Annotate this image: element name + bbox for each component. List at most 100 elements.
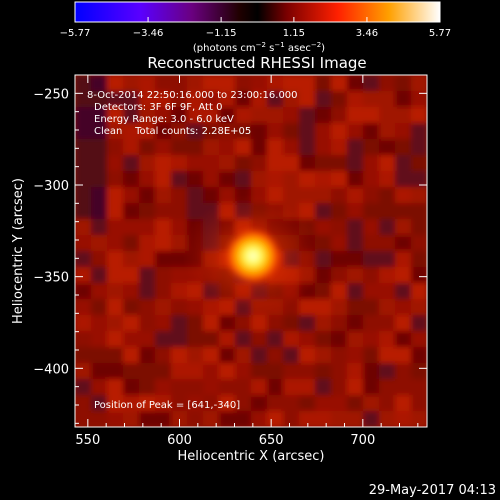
image-pixel [75, 187, 91, 203]
image-pixel [299, 139, 315, 155]
image-pixel [411, 315, 427, 331]
image-pixel [331, 363, 347, 379]
image-pixel [155, 379, 171, 395]
image-pixel [123, 395, 139, 411]
image-pixel [251, 395, 267, 411]
image-pixel [411, 251, 427, 267]
image-pixel [75, 379, 91, 395]
image-pixel [315, 203, 331, 219]
image-pixel [123, 251, 139, 267]
image-pixel [331, 379, 347, 395]
image-pixel [107, 299, 123, 315]
image-pixel [171, 315, 187, 331]
image-pixel [107, 91, 123, 107]
image-pixel [187, 171, 203, 187]
image-pixel [155, 315, 171, 331]
image-pixel [347, 219, 363, 235]
image-pixel [411, 155, 427, 171]
image-pixel [155, 267, 171, 283]
image-pixel [411, 107, 427, 123]
image-pixel [171, 395, 187, 411]
image-pixel [187, 107, 203, 123]
image-pixel [347, 395, 363, 411]
image-pixel [107, 171, 123, 187]
image-pixel [155, 219, 171, 235]
image-pixel [203, 187, 219, 203]
image-pixel [235, 75, 251, 91]
image-pixel [379, 315, 395, 331]
image-pixel [155, 283, 171, 299]
image-pixel [171, 91, 187, 107]
image-pixel [299, 75, 315, 91]
image-pixel [347, 155, 363, 171]
image-pixel [331, 267, 347, 283]
image-pixel [139, 283, 155, 299]
image-pixel [123, 171, 139, 187]
image-pixel [315, 219, 331, 235]
image-pixel [123, 91, 139, 107]
image-pixel [411, 267, 427, 283]
x-tick-label: 600 [167, 433, 192, 448]
image-pixel [91, 251, 107, 267]
image-pixel [379, 331, 395, 347]
image-pixel [107, 395, 123, 411]
image-pixel [315, 155, 331, 171]
annotation-clean: Clean Total counts: 2.28E+05 [94, 126, 251, 137]
image-pixel [379, 379, 395, 395]
image-pixel [267, 75, 283, 91]
image-pixel [299, 315, 315, 331]
image-pixel [315, 363, 331, 379]
image-pixel [347, 315, 363, 331]
image-pixel [171, 331, 187, 347]
image-pixel [91, 411, 107, 427]
image-pixel [267, 411, 283, 427]
image-pixel [75, 267, 91, 283]
image-pixel [299, 107, 315, 123]
y-tick-label: −250 [33, 87, 69, 102]
image-pixel [107, 347, 123, 363]
image-pixel [395, 171, 411, 187]
image-pixel [235, 315, 251, 331]
image-pixel [75, 235, 91, 251]
image-pixel [411, 235, 427, 251]
image-pixel [171, 299, 187, 315]
image-pixel [379, 171, 395, 187]
image-pixel [75, 283, 91, 299]
image-pixel [363, 155, 379, 171]
image-pixel [187, 299, 203, 315]
image-pixel [75, 219, 91, 235]
image-pixel [107, 203, 123, 219]
image-pixel [123, 203, 139, 219]
image-pixel [363, 75, 379, 91]
image-pixel [91, 363, 107, 379]
image-pixel [411, 123, 427, 139]
image-pixel [315, 91, 331, 107]
image-pixel [331, 203, 347, 219]
image-pixel [411, 139, 427, 155]
image-pixel [395, 347, 411, 363]
image-pixel [347, 267, 363, 283]
image-pixel [347, 123, 363, 139]
image-pixel [75, 123, 91, 139]
image-pixel [171, 187, 187, 203]
image-pixel [251, 107, 267, 123]
image-pixel [411, 411, 427, 427]
image-pixel [219, 315, 235, 331]
image-pixel [347, 235, 363, 251]
image-pixel [171, 347, 187, 363]
image-pixel [379, 235, 395, 251]
image-pixel [171, 363, 187, 379]
image-pixel [235, 411, 251, 427]
image-pixel [107, 75, 123, 91]
image-pixel [411, 331, 427, 347]
image-pixel [235, 171, 251, 187]
image-pixel [203, 107, 219, 123]
image-pixel [91, 219, 107, 235]
image-pixel [123, 75, 139, 91]
image-pixel [123, 139, 139, 155]
image-pixel [363, 235, 379, 251]
image-pixel [155, 107, 171, 123]
image-pixel [347, 251, 363, 267]
image-pixel [171, 155, 187, 171]
image-pixel [91, 379, 107, 395]
